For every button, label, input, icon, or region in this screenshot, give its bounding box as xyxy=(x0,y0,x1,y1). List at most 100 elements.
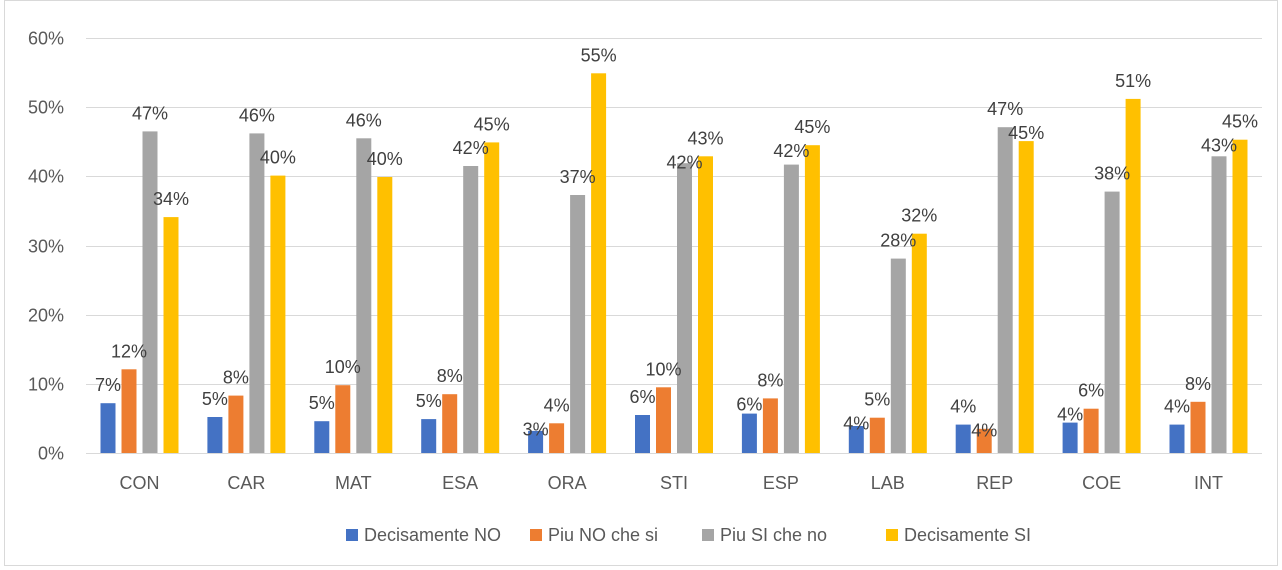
bar-con-series-3 xyxy=(142,131,158,453)
y-tick-label: 40% xyxy=(28,167,64,187)
data-label: 43% xyxy=(1201,136,1237,156)
bar-ora-series-3 xyxy=(570,195,586,453)
data-label: 4% xyxy=(1164,397,1190,417)
bar-int-series-3 xyxy=(1211,156,1227,454)
data-label: 6% xyxy=(1078,381,1104,401)
data-label: 40% xyxy=(260,148,296,168)
data-label: 5% xyxy=(416,391,442,411)
bar-esp-series-1 xyxy=(741,413,757,453)
x-tick-label: MAT xyxy=(335,473,372,493)
data-label: 5% xyxy=(202,389,228,409)
x-tick-label: CAR xyxy=(227,473,265,493)
bar-rep-series-3 xyxy=(997,127,1013,453)
data-label: 42% xyxy=(453,138,489,158)
legend: Decisamente NO Piu NO che si Piu SI che no… xyxy=(346,525,1031,545)
x-axis-ticks: CON CAR MAT ESA ORA STI ESP LAB REP COE INT xyxy=(120,473,1224,493)
data-label: 8% xyxy=(757,370,783,390)
y-tick-label: 0% xyxy=(38,444,64,464)
bar-esp-series-3 xyxy=(783,164,799,453)
bar-sti-series-2 xyxy=(656,387,671,453)
data-label: 6% xyxy=(736,394,762,414)
bar-lab-series-3 xyxy=(890,258,906,453)
legend-swatch xyxy=(886,529,898,541)
bar-esp-series-4 xyxy=(804,145,820,453)
bar-mat-series-1 xyxy=(314,421,330,453)
bar-sti-series-3 xyxy=(677,163,692,453)
y-axis-ticks: 0% 10% 20% 30% 40% 50% 60% xyxy=(28,29,64,464)
data-label: 45% xyxy=(1222,112,1258,132)
legend-label: Piu NO che si xyxy=(548,525,658,545)
data-label: 3% xyxy=(523,419,549,439)
bar-lab-series-4 xyxy=(911,233,927,453)
data-label: 5% xyxy=(864,390,890,410)
bar-ora-series-2 xyxy=(549,423,565,453)
bar-int-series-1 xyxy=(1169,424,1185,453)
data-label: 10% xyxy=(645,359,681,379)
data-label: 38% xyxy=(1094,164,1130,184)
bar-rep-series-2 xyxy=(976,428,992,453)
legend-label: Piu SI che no xyxy=(720,525,827,545)
bar-rep-series-4 xyxy=(1018,141,1034,453)
bar-sti-series-1 xyxy=(635,415,650,453)
data-label: 42% xyxy=(773,141,809,161)
data-label: 40% xyxy=(367,149,403,169)
data-label: 47% xyxy=(987,99,1023,119)
bar-car-series-4 xyxy=(270,175,286,453)
legend-swatch xyxy=(702,529,714,541)
x-tick-label: REP xyxy=(976,473,1013,493)
bar-coe-series-4 xyxy=(1125,98,1141,454)
bar-coe-series-3 xyxy=(1104,191,1120,453)
data-label: 8% xyxy=(1185,374,1211,394)
x-tick-label: ORA xyxy=(548,473,587,493)
data-label: 4% xyxy=(971,421,997,441)
x-tick-label: STI xyxy=(660,473,688,493)
bar-esp-series-2 xyxy=(762,398,778,453)
y-tick-label: 20% xyxy=(28,306,64,326)
y-tick-label: 10% xyxy=(28,375,64,395)
legend-swatch xyxy=(530,529,542,541)
bar-con-series-4 xyxy=(163,217,179,453)
data-label: 45% xyxy=(474,114,510,134)
bar-esa-series-2 xyxy=(442,394,458,453)
data-label: 43% xyxy=(687,128,723,148)
data-label: 6% xyxy=(629,387,655,407)
x-tick-label: COE xyxy=(1082,473,1121,493)
data-label: 7% xyxy=(95,375,121,395)
data-label: 45% xyxy=(794,117,830,137)
y-tick-label: 60% xyxy=(28,29,64,49)
data-label: 4% xyxy=(1057,405,1083,425)
legend-swatch xyxy=(346,529,358,541)
bar-int-series-4 xyxy=(1232,139,1248,453)
bar-car-series-3 xyxy=(249,133,265,453)
data-label: 4% xyxy=(843,414,869,434)
x-tick-label: INT xyxy=(1194,473,1223,493)
bar-esa-series-4 xyxy=(484,142,500,453)
data-label: 10% xyxy=(325,357,361,377)
bar-esa-series-3 xyxy=(463,166,479,453)
data-label: 55% xyxy=(581,45,617,65)
data-label: 5% xyxy=(309,393,335,413)
bar-esa-series-1 xyxy=(421,419,437,453)
legend-items: Decisamente NO Piu NO che si Piu SI che no… xyxy=(346,525,1031,545)
bar-mat-series-4 xyxy=(377,177,393,453)
bar-coe-series-2 xyxy=(1083,408,1099,453)
legend-label: Decisamente NO xyxy=(364,525,501,545)
data-label: 42% xyxy=(666,152,702,172)
data-label: 46% xyxy=(346,110,382,130)
x-tick-label: ESA xyxy=(442,473,478,493)
data-label: 12% xyxy=(111,341,147,361)
x-tick-label: LAB xyxy=(871,473,905,493)
bar-car-series-2 xyxy=(228,395,244,453)
bar-ora-series-4 xyxy=(591,73,607,454)
y-tick-label: 30% xyxy=(28,237,64,257)
bar-mat-series-3 xyxy=(356,138,372,454)
bar-mat-series-2 xyxy=(335,385,351,453)
bar-lab-series-2 xyxy=(869,417,885,453)
data-label: 46% xyxy=(239,105,275,125)
bar-rep-series-1 xyxy=(955,424,971,453)
bar-car-series-1 xyxy=(207,417,223,453)
bars xyxy=(100,73,1248,454)
x-tick-label: CON xyxy=(120,473,160,493)
legend-label: Decisamente SI xyxy=(904,525,1031,545)
